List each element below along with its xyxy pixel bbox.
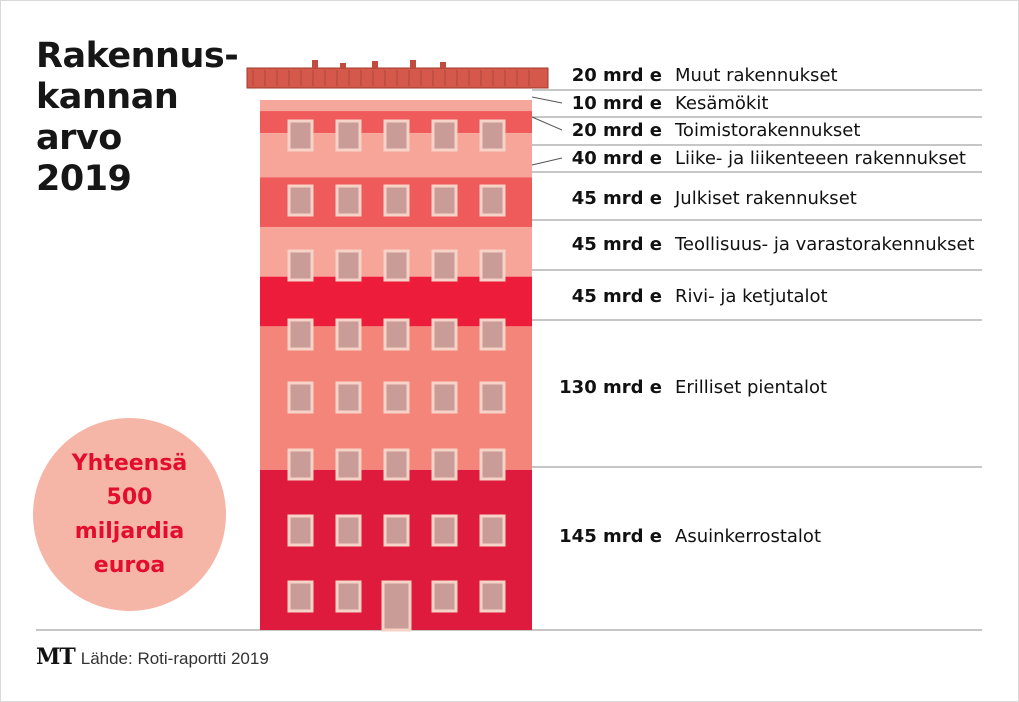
window: [287, 381, 314, 414]
source-note: Lähde: Roti-raportti 2019: [80, 649, 269, 668]
value-label: 45 mrd e: [572, 286, 662, 307]
title-line-4: 2019: [36, 159, 132, 199]
window: [479, 318, 506, 351]
title-line-2: kannan: [36, 77, 179, 117]
chimney: [340, 63, 346, 68]
window: [383, 514, 410, 547]
window: [479, 184, 506, 217]
window: [335, 318, 362, 351]
category-label: Erilliset pientalot: [675, 377, 827, 398]
chimney: [312, 60, 318, 68]
window: [479, 514, 506, 547]
window: [431, 318, 458, 351]
chart-title: Rakennus- kannan arvo 2019: [36, 36, 239, 200]
window: [287, 249, 314, 282]
window: [479, 580, 506, 613]
value-label: 45 mrd e: [572, 188, 662, 209]
window: [479, 119, 506, 152]
window: [431, 119, 458, 152]
footer: MT Lähde: Roti-raportti 2019: [36, 644, 269, 670]
window: [335, 514, 362, 547]
leader-line: [531, 96, 563, 104]
window: [335, 381, 362, 414]
category-label: Teollisuus- ja varastorakennukset: [674, 234, 975, 255]
window: [431, 514, 458, 547]
title-line-3: arvo: [36, 118, 122, 158]
category-label: Julkiset rakennukset: [674, 188, 857, 209]
window: [287, 514, 314, 547]
window: [335, 580, 362, 613]
total-badge: Yhteensä 500 miljardia euroa: [33, 418, 226, 611]
window: [287, 318, 314, 351]
leader-line: [531, 116, 563, 131]
window: [287, 580, 314, 613]
window: [431, 448, 458, 481]
window: [335, 184, 362, 217]
mt-logo: MT: [36, 644, 76, 670]
category-label: Kesämökit: [675, 93, 768, 114]
window: [287, 184, 314, 217]
category-label: Asuinkerrostalot: [675, 526, 821, 547]
window: [431, 381, 458, 414]
window: [383, 381, 410, 414]
value-label: 20 mrd e: [572, 65, 662, 86]
total-line-4: euroa: [93, 552, 166, 578]
window: [479, 448, 506, 481]
category-label: Toimistorakennukset: [674, 120, 860, 141]
window: [431, 249, 458, 282]
window: [383, 448, 410, 481]
window: [287, 448, 314, 481]
chimney: [440, 62, 446, 68]
value-label: 40 mrd e: [572, 148, 662, 169]
value-label: 130 mrd e: [559, 377, 662, 398]
window: [431, 580, 458, 613]
title-line-1: Rakennus-: [36, 36, 239, 76]
value-label: 145 mrd e: [559, 526, 662, 547]
bar-2: [260, 100, 532, 112]
value-label: 45 mrd e: [572, 234, 662, 255]
chimney: [372, 61, 378, 68]
chimney: [410, 60, 416, 68]
window: [383, 119, 410, 152]
bar-7: [260, 276, 532, 327]
total-line-2: 500: [106, 484, 153, 510]
leader-line: [531, 157, 563, 166]
window: [431, 184, 458, 217]
window: [335, 249, 362, 282]
total-line-3: miljardia: [74, 518, 185, 544]
total-line-1: Yhteensä: [71, 450, 188, 476]
window: [383, 249, 410, 282]
window: [335, 119, 362, 152]
door: [381, 580, 412, 632]
window: [383, 318, 410, 351]
window: [479, 249, 506, 282]
window: [335, 448, 362, 481]
value-label: 10 mrd e: [572, 93, 662, 114]
category-label: Liike- ja liikenteeen rakennukset: [675, 148, 966, 169]
window: [383, 184, 410, 217]
window: [479, 381, 506, 414]
category-label: Muut rakennukset: [675, 65, 838, 86]
category-label: Rivi- ja ketjutalot: [675, 286, 828, 307]
window: [287, 119, 314, 152]
value-label: 20 mrd e: [572, 120, 662, 141]
